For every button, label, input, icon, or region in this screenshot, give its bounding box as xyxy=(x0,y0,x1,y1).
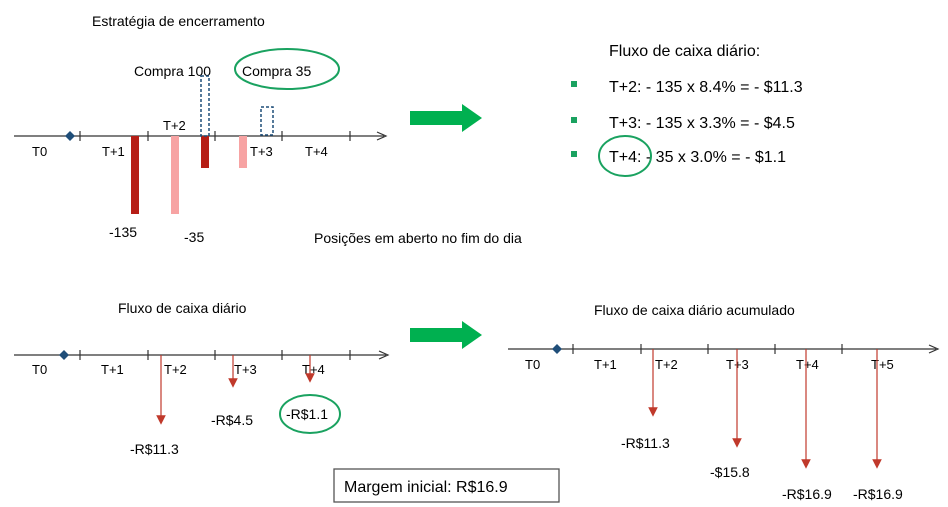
bar-label-minus-135: -135 xyxy=(109,224,137,240)
top-timeline-arrowhead xyxy=(376,131,388,141)
green-arrow-bottom xyxy=(410,321,482,349)
top-period-t4: T+4 xyxy=(305,144,328,159)
bl-t4-highlight-oval xyxy=(279,394,341,434)
bl-period-t1: T+1 xyxy=(101,362,124,377)
top-period-t0: T0 xyxy=(32,144,47,159)
bar-minus-135 xyxy=(131,136,139,214)
bullet-2-text: T+3: - 135 x 3.3% = - $4.5 xyxy=(609,115,795,132)
bl-period-t2: T+2 xyxy=(164,362,187,377)
top-period-t1: T+1 xyxy=(102,144,125,159)
open-positions-caption: Posições em aberto no fim do dia xyxy=(314,230,522,246)
buy-100-label: Compra 100 xyxy=(134,63,211,79)
bullet-3-marker xyxy=(571,151,577,157)
daily-cashflow-title: Fluxo de caixa diário: xyxy=(609,43,760,60)
br-period-t4: T+4 xyxy=(796,357,819,372)
bl-period-t3: T+3 xyxy=(234,362,257,377)
bl-value-t2: -R$11.3 xyxy=(130,441,179,457)
initial-margin-text: Margem inicial: R$16.9 xyxy=(344,479,508,496)
br-value-t3: -$15.8 xyxy=(710,464,750,480)
bottom-right-timeline-arrowhead xyxy=(928,344,940,354)
top-period-t3: T+3 xyxy=(250,144,273,159)
closing-strategy-title: Estratégia de encerramento xyxy=(92,13,265,29)
bar-minus-135-faded xyxy=(171,136,179,214)
br-period-t5: T+5 xyxy=(871,357,894,372)
initial-margin-box xyxy=(333,468,560,503)
buy-35-highlight-oval xyxy=(234,48,340,90)
br-value-t5: -R$16.9 xyxy=(853,486,903,502)
t4-highlight-oval xyxy=(598,135,652,177)
bullet-3-text: T+4: - 35 x 3.0% = - $1.1 xyxy=(609,149,786,166)
bar-minus-35-faded xyxy=(239,136,247,168)
bullet-1-marker xyxy=(571,81,577,87)
bottom-daily-cashflow-title: Fluxo de caixa diário xyxy=(118,300,247,316)
br-value-t4: -R$16.9 xyxy=(782,486,832,502)
bullet-2-marker xyxy=(571,117,577,123)
top-period-t2: T+2 xyxy=(163,118,186,133)
br-t0-diamond xyxy=(552,344,562,354)
br-period-t1: T+1 xyxy=(594,357,617,372)
bl-t0-diamond xyxy=(59,350,69,360)
bar-label-minus-35: -35 xyxy=(184,229,204,245)
bl-value-t4: -R$1.1 xyxy=(286,406,328,422)
top-t0-diamond xyxy=(65,131,75,141)
bl-period-t0: T0 xyxy=(32,362,47,377)
br-period-t0: T0 xyxy=(525,357,540,372)
bar-minus-35 xyxy=(201,136,209,168)
dashed-buy-35-box xyxy=(260,106,274,136)
br-value-t2: -R$11.3 xyxy=(621,435,670,451)
green-arrow-top xyxy=(410,104,482,132)
dashed-buy-100-box xyxy=(200,75,210,137)
br-period-t2: T+2 xyxy=(655,357,678,372)
bottom-left-timeline-arrowhead xyxy=(378,350,390,360)
cumulative-cashflow-title: Fluxo de caixa diário acumulado xyxy=(594,302,795,318)
bullet-1-text: T+2: - 135 x 8.4% = - $11.3 xyxy=(609,79,803,96)
bl-period-t4: T+4 xyxy=(302,362,325,377)
bl-value-t3: -R$4.5 xyxy=(211,412,253,428)
buy-35-label: Compra 35 xyxy=(242,63,311,79)
